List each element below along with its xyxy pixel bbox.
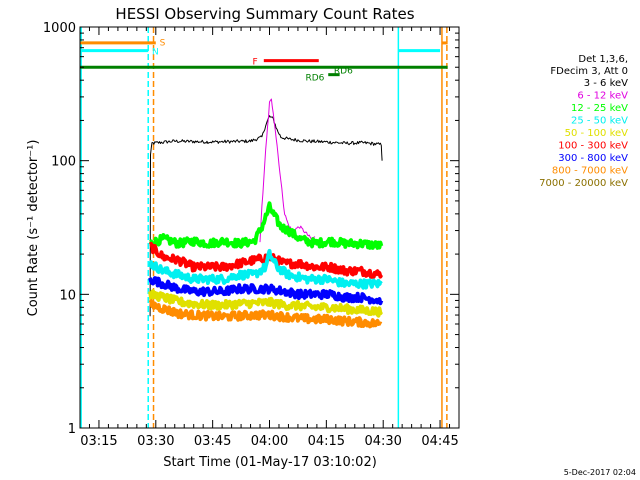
x-tick-label: 04:45 xyxy=(421,434,458,449)
legend-header: FDecim 3, Att 0 xyxy=(550,66,628,77)
flag-label: F xyxy=(252,58,257,68)
legend-entry: 25 - 50 keV xyxy=(571,116,628,127)
legend-header: Det 1,3,6, xyxy=(578,54,628,65)
series-line xyxy=(148,298,383,329)
y-tick-label: 1000 xyxy=(43,21,76,36)
flag-label: RD6 xyxy=(334,67,353,77)
flag-label: N xyxy=(152,48,159,58)
series-line xyxy=(148,276,384,306)
series-line xyxy=(149,201,384,250)
legend: Det 1,3,6,FDecim 3, Att 03 - 6 keV 6 - 12… xyxy=(539,54,628,189)
x-axis-label: Start Time (01-May-17 03:10:02) xyxy=(163,455,377,470)
flag-label: RD6 xyxy=(306,74,325,84)
x-tick-label: 03:15 xyxy=(80,434,117,449)
flag-labels: SN F RD6 RD6 xyxy=(152,38,353,83)
legend-entry: 300 - 800 keV xyxy=(558,153,628,164)
plot-area: SN F RD6 RD6 03:15 03:30 03:45 04:00 04:15 04:30… xyxy=(43,21,460,449)
series-line xyxy=(148,248,383,290)
x-tick-label: 04:30 xyxy=(364,434,401,449)
x-tick-label: 04:15 xyxy=(308,434,345,449)
series-line xyxy=(148,289,384,318)
x-tick-label: 04:00 xyxy=(251,434,288,449)
y-tick-label: 10 xyxy=(59,288,76,303)
x-axis: 03:15 03:30 03:45 04:00 04:15 04:30 04:45 xyxy=(80,27,459,449)
legend-entry: 100 - 300 keV xyxy=(558,141,628,152)
x-tick-label: 03:45 xyxy=(194,434,231,449)
chart-title: HESSI Observing Summary Count Rates xyxy=(115,5,414,23)
flag-segments xyxy=(80,41,448,77)
y-axis: 1 10 100 1000 xyxy=(43,21,459,437)
legend-entry: 50 - 100 keV xyxy=(565,128,629,139)
flag-vertical-lines xyxy=(80,27,448,428)
y-tick-label: 1 xyxy=(68,422,76,437)
series-lines xyxy=(148,98,384,329)
series-line xyxy=(149,115,383,317)
legend-entry: 3 - 6 keV xyxy=(584,78,628,89)
legend-entry: 7000 - 20000 keV xyxy=(539,178,628,189)
y-axis-label: Count Rate (s⁻¹ detector⁻¹) xyxy=(26,140,41,317)
date-stamp: 5-Dec-2017 02:04 xyxy=(564,468,636,477)
series-line xyxy=(259,98,316,243)
legend-entry: 6 - 12 keV xyxy=(577,91,628,102)
x-tick-label: 03:30 xyxy=(137,434,174,449)
series-line xyxy=(148,241,384,279)
legend-entry: 12 - 25 keV xyxy=(571,103,628,114)
flag-label: S xyxy=(160,38,166,48)
plot-frame xyxy=(79,26,460,429)
y-tick-label: 100 xyxy=(51,155,76,170)
legend-entry: 800 - 7000 keV xyxy=(552,166,628,177)
